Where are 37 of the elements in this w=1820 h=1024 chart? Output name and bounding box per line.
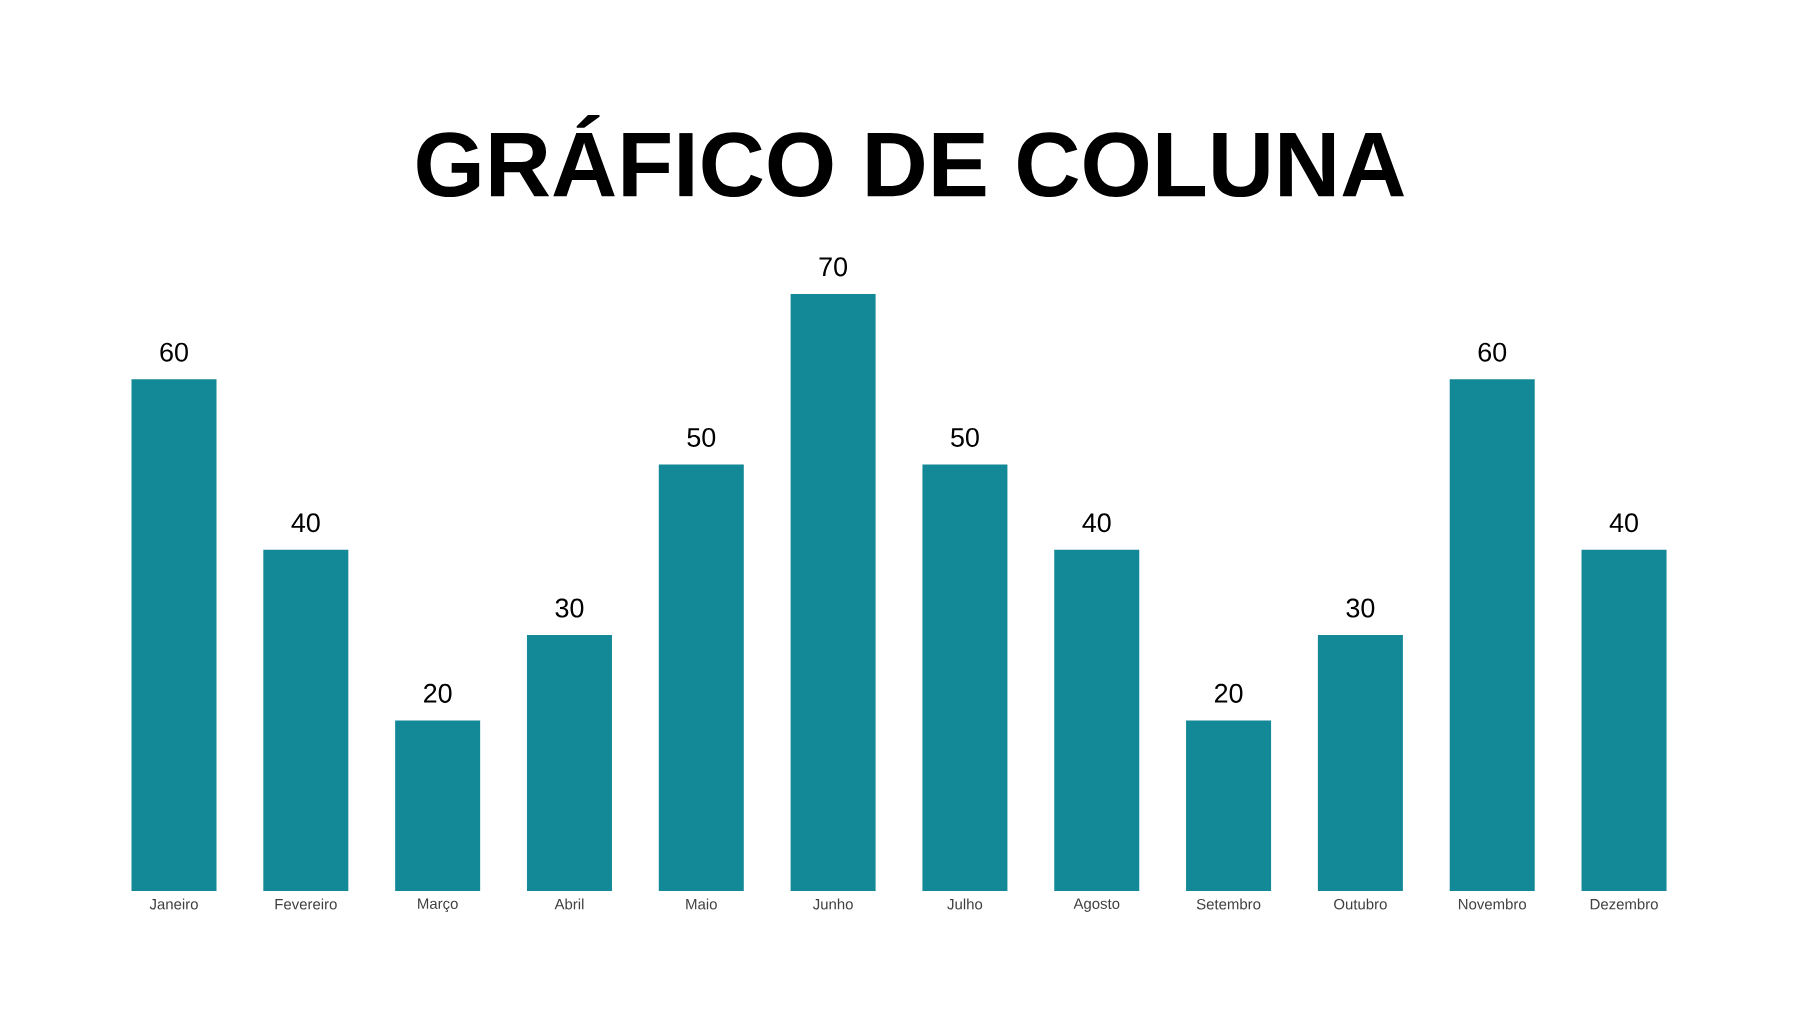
bar xyxy=(1581,549,1667,891)
x-tick-label: Agosto xyxy=(1073,898,1120,912)
data-label: 60 xyxy=(1478,342,1507,362)
bar xyxy=(1186,720,1272,891)
x-tick-label: Março xyxy=(418,898,458,912)
x-tick-label: Julho xyxy=(947,898,983,910)
bar xyxy=(1449,379,1535,891)
data-label: 40 xyxy=(291,513,320,533)
x-tick-label: Outubro xyxy=(1334,898,1387,910)
chart-title: GRÁFICO DE COLUNA xyxy=(417,114,1404,198)
bar xyxy=(263,549,349,891)
data-label: 20 xyxy=(1214,683,1243,703)
data-label: 40 xyxy=(1609,513,1638,533)
bar xyxy=(131,379,217,891)
data-label: 30 xyxy=(1346,598,1375,618)
data-label: 60 xyxy=(160,342,188,362)
data-label: 30 xyxy=(555,598,584,618)
x-tick-label: Janeiro xyxy=(149,898,198,910)
bar xyxy=(526,635,612,891)
x-tick-label: Maio xyxy=(686,898,717,910)
x-tick-label: Fevereiro xyxy=(275,898,337,910)
data-label: 20 xyxy=(424,683,452,703)
data-label: 50 xyxy=(687,427,716,447)
bar xyxy=(790,293,876,891)
x-tick-label: Junho xyxy=(812,898,853,910)
bar xyxy=(922,464,1008,891)
data-label: 50 xyxy=(951,427,979,447)
x-tick-label: Abril xyxy=(554,898,584,910)
bar xyxy=(658,464,744,891)
bar xyxy=(1054,549,1140,891)
x-tick-label: Dezembro xyxy=(1590,898,1658,910)
bar xyxy=(1317,635,1403,891)
x-tick-label: Novembro xyxy=(1458,898,1527,910)
x-tick-label: Setembro xyxy=(1196,898,1261,910)
data-label: 70 xyxy=(819,257,848,277)
bar xyxy=(395,720,481,891)
data-label: 40 xyxy=(1082,513,1111,533)
